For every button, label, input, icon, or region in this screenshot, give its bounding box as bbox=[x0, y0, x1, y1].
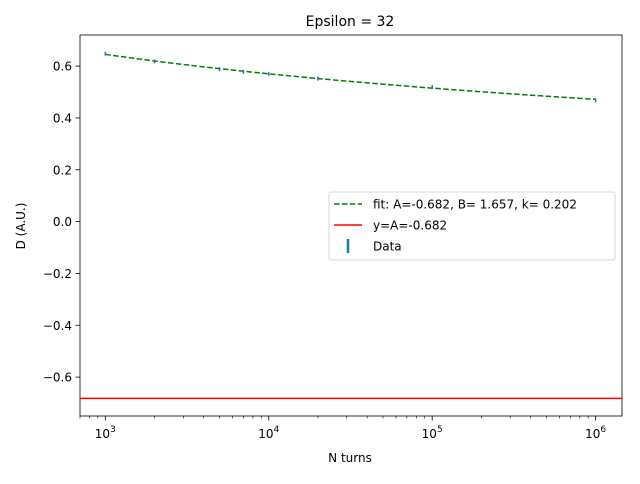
fit-curve bbox=[105, 53, 596, 101]
legend: fit: A=-0.682, B= 1.657, k= 0.202 y=A=-0… bbox=[328, 191, 616, 261]
series-layer bbox=[80, 51, 622, 400]
legend-fit-label: fit: A=-0.682, B= 1.657, k= 0.202 bbox=[373, 198, 577, 212]
legend-asymptote-label: y=A=-0.682 bbox=[373, 219, 447, 233]
y-tick-label: 0.4 bbox=[53, 111, 72, 125]
plot-frame bbox=[79, 34, 623, 417]
y-tick-label: −0.2 bbox=[43, 267, 72, 281]
x-tick-label: 105 bbox=[422, 425, 443, 441]
legend-box bbox=[328, 191, 616, 261]
x-tick-label: 106 bbox=[585, 425, 606, 441]
x-axis-ticks: 103 104 105 106 bbox=[79, 416, 606, 441]
y-tick-label: −0.4 bbox=[43, 319, 72, 333]
legend-data-label: Data bbox=[373, 240, 402, 254]
x-tick-label: 103 bbox=[95, 425, 116, 441]
x-tick-label: 104 bbox=[258, 425, 279, 441]
y-axis-ticks: 0.6 0.4 0.2 0.0 −0.2 −0.4 −0.6 bbox=[43, 60, 80, 385]
chart-title: Epsilon = 32 bbox=[306, 14, 395, 30]
y-tick-label: 0.0 bbox=[53, 215, 72, 229]
y-tick-label: −0.6 bbox=[43, 371, 72, 385]
y-axis-label: D (A.U.) bbox=[14, 203, 28, 250]
y-tick-label: 0.2 bbox=[53, 163, 72, 177]
y-tick-label: 0.6 bbox=[53, 60, 72, 74]
x-axis-label: N turns bbox=[328, 451, 372, 465]
